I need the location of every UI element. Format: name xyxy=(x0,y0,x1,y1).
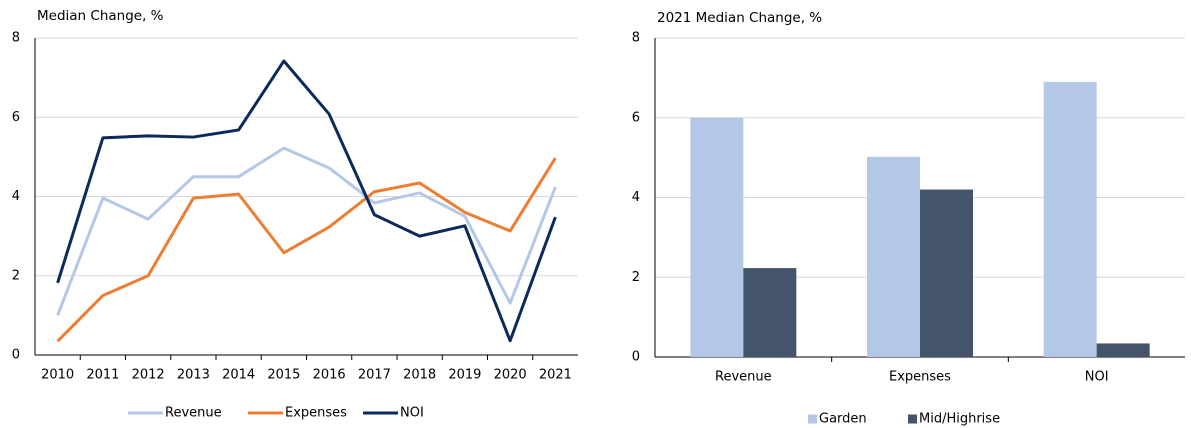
x-tick-label: 2011 xyxy=(86,368,119,383)
y-tick-label: 2 xyxy=(632,270,640,285)
x-tick-label: 2014 xyxy=(222,368,255,383)
chart-title: 2021 Median Change, % xyxy=(657,10,822,26)
legend-label: NOI xyxy=(400,406,424,421)
y-tick-label: 4 xyxy=(12,189,20,204)
y-tick-label: 6 xyxy=(632,110,640,125)
x-tick-label: Expenses xyxy=(889,370,951,385)
bar xyxy=(867,156,920,357)
x-tick-label: 2021 xyxy=(539,368,572,383)
y-tick-label: 8 xyxy=(12,31,20,46)
legend-label: Expenses xyxy=(285,406,347,421)
legend-label: Mid/Highrise xyxy=(919,412,1000,427)
x-tick-label: 2017 xyxy=(358,368,391,383)
legend-swatch xyxy=(808,414,817,424)
bar xyxy=(920,189,973,357)
legend-label: Garden xyxy=(819,412,867,427)
y-tick-label: 6 xyxy=(12,110,20,125)
x-tick-label: 2016 xyxy=(313,368,346,383)
x-tick-label: 2015 xyxy=(267,368,300,383)
x-tick-label: 2012 xyxy=(132,368,165,383)
x-tick-label: Revenue xyxy=(715,370,772,385)
x-tick-label: 2020 xyxy=(494,368,527,383)
y-tick-label: 0 xyxy=(12,348,20,363)
bar xyxy=(1096,343,1150,357)
line xyxy=(56,59,557,343)
bar xyxy=(1043,81,1097,358)
y-tick-label: 0 xyxy=(632,350,640,365)
legend-label: Revenue xyxy=(165,406,222,421)
legend-swatch xyxy=(908,414,917,424)
line xyxy=(56,157,557,343)
x-tick-label: 2013 xyxy=(177,368,210,383)
x-tick-label: 2019 xyxy=(448,368,481,383)
x-tick-label: 2010 xyxy=(41,368,74,383)
chart-title: Median Change, % xyxy=(37,8,164,24)
x-tick-label: 2018 xyxy=(403,368,436,383)
y-tick-label: 4 xyxy=(632,190,640,205)
bar xyxy=(690,117,744,357)
y-tick-label: 8 xyxy=(632,31,640,46)
line xyxy=(56,146,557,316)
y-tick-label: 2 xyxy=(12,268,20,283)
bar xyxy=(743,268,797,357)
x-tick-label: NOI xyxy=(1085,370,1109,385)
